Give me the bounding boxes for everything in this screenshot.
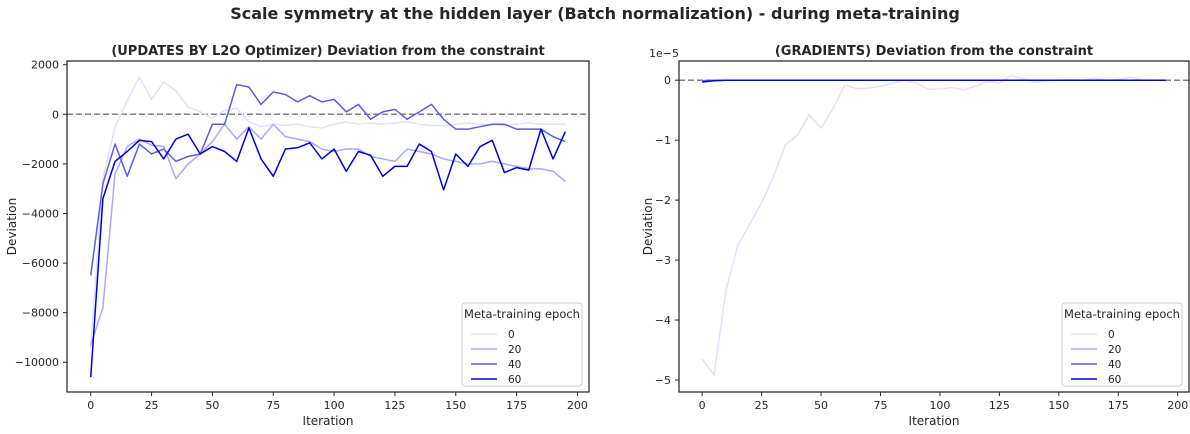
x-tick-label: 50: [205, 399, 219, 412]
x-tick-label: 175: [506, 399, 527, 412]
y-tick-label: 0: [52, 108, 59, 121]
series-line-epoch-60: [89, 127, 566, 378]
x-tick-label: 150: [1048, 399, 1069, 412]
legend-label-epoch-0: 0: [508, 329, 515, 341]
x-tick-label: 125: [384, 399, 405, 412]
legend-label-epoch-60: 60: [1108, 374, 1121, 386]
x-tick-label: 200: [567, 399, 588, 412]
chart-title: (UPDATES BY L2O Optimizer) Deviation fro…: [111, 44, 544, 59]
chart-title: (GRADIENTS) Deviation from the constrain…: [775, 44, 1093, 59]
legend-label-epoch-20: 20: [508, 344, 521, 356]
plot-frame: [678, 60, 1190, 393]
y-offset-text: 1e−5: [649, 47, 679, 60]
y-tick-label: −4000: [22, 207, 59, 220]
legend-title: Meta-training epoch: [1064, 307, 1180, 321]
x-tick-label: 100: [324, 399, 345, 412]
legend-label-epoch-20: 20: [1108, 344, 1121, 356]
legend-box: [461, 302, 583, 387]
x-axis-label: Iteration: [303, 414, 354, 428]
y-tick-label: 0: [664, 74, 671, 87]
y-tick-label: −2: [655, 194, 671, 207]
x-tick-label: 0: [87, 399, 94, 412]
legend: Meta-training epoch 0 20 40 60: [1061, 302, 1183, 387]
x-tick-label: 175: [1108, 399, 1129, 412]
series-line-epoch-60: [702, 79, 1166, 83]
x-tick-label: 75: [266, 399, 280, 412]
series-line-epoch-20: [90, 123, 566, 346]
y-tick-label: −10000: [15, 356, 59, 369]
x-tick-label: 25: [755, 399, 769, 412]
x-tick-label: 25: [145, 399, 159, 412]
legend-label-epoch-40: 40: [1108, 359, 1121, 371]
y-tick-label: −3: [655, 254, 671, 267]
legend-box: [1061, 302, 1183, 387]
x-axis-label: Iteration: [909, 414, 960, 428]
y-tick-label: −8000: [22, 307, 59, 320]
x-tick-label: 100: [929, 399, 950, 412]
series-line-epoch-0: [701, 74, 1166, 376]
x-tick-label: 75: [874, 399, 888, 412]
legend-label-epoch-0: 0: [1108, 329, 1115, 341]
legend-title: Meta-training epoch: [464, 307, 580, 321]
y-tick-label: −4: [655, 314, 671, 327]
y-tick-label: −2000: [22, 158, 59, 171]
series-line-epoch-40: [89, 83, 566, 276]
legend-label-epoch-60: 60: [508, 374, 521, 386]
y-axis-label: Deviation: [641, 198, 655, 255]
x-tick-label: 0: [699, 399, 706, 412]
x-tick-label: 125: [989, 399, 1010, 412]
x-tick-label: 200: [1167, 399, 1188, 412]
y-tick-label: 2000: [31, 59, 59, 72]
legend: Meta-training epoch 0 20 40 60: [461, 302, 583, 387]
x-tick-label: 150: [445, 399, 466, 412]
y-axis-label: Deviation: [5, 198, 19, 255]
y-tick-label: −5: [655, 374, 671, 387]
legend-label-epoch-40: 40: [508, 359, 521, 371]
plot-frame: [66, 60, 590, 393]
y-tick-label: −1: [655, 134, 671, 147]
figure-suptitle: Scale symmetry at the hidden layer (Batc…: [230, 4, 960, 23]
y-tick-label: −6000: [22, 257, 59, 270]
x-tick-label: 50: [814, 399, 828, 412]
series-line-epoch-0: [89, 76, 566, 348]
